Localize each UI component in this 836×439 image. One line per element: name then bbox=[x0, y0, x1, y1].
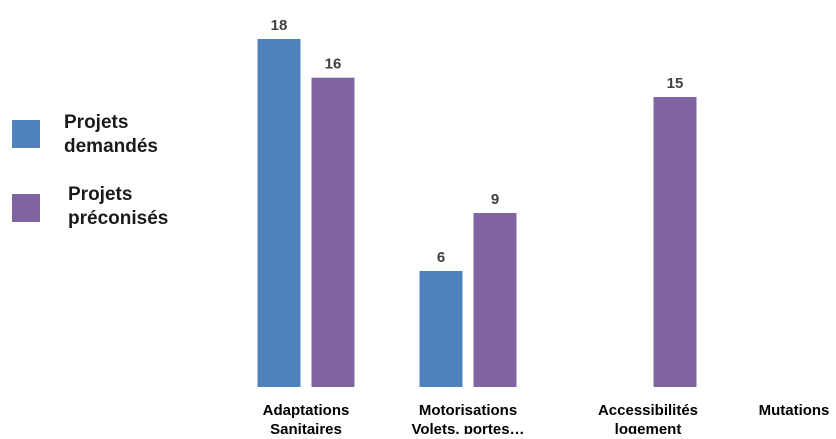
bar bbox=[473, 213, 517, 387]
legend-label-line: demandés bbox=[64, 136, 158, 157]
category-label-line: Adaptations bbox=[263, 402, 350, 419]
legend-label: Projets préconisés bbox=[68, 184, 168, 229]
bars bbox=[257, 39, 697, 388]
category-labels: Adaptations Sanitaires Motorisations Volets… bbox=[263, 402, 830, 438]
legend-item: Projets préconisés bbox=[12, 184, 168, 229]
category-label-line: Mutations bbox=[759, 402, 830, 419]
category-label-line: Motorisations bbox=[419, 402, 517, 419]
legend: Projets demandés Projets préconisés bbox=[12, 112, 168, 229]
category-label: Motorisations Volets, portes… bbox=[411, 402, 524, 434]
bar-value-label: 9 bbox=[491, 191, 499, 208]
category-label-line: Accessibilités bbox=[598, 402, 698, 419]
category-label-line: Volets, portes… bbox=[411, 421, 524, 434]
category-label-line: logement bbox=[615, 421, 682, 434]
legend-swatch bbox=[12, 120, 40, 148]
value-labels: 18 16 6 9 15 bbox=[271, 17, 684, 266]
legend-label-line: Projets bbox=[64, 112, 128, 133]
bar bbox=[311, 77, 355, 388]
bar-value-label: 16 bbox=[325, 56, 342, 73]
bar-value-label: 15 bbox=[667, 75, 684, 92]
legend-label-line: préconisés bbox=[68, 208, 168, 229]
category-label: Accessibilités logement bbox=[598, 402, 698, 434]
bar-value-label: 6 bbox=[437, 249, 445, 266]
bar bbox=[419, 271, 463, 387]
bar bbox=[653, 97, 697, 387]
legend-label: Projets demandés bbox=[64, 112, 158, 157]
legend-label-line: Projets bbox=[68, 184, 132, 205]
category-label: Mutations bbox=[759, 402, 830, 419]
category-label: Adaptations Sanitaires bbox=[263, 402, 350, 434]
bar bbox=[257, 39, 301, 387]
category-label-line: Sanitaires bbox=[270, 421, 342, 434]
bar-value-label: 18 bbox=[271, 17, 288, 34]
legend-swatch bbox=[12, 194, 40, 222]
legend-item: Projets demandés bbox=[12, 112, 158, 157]
